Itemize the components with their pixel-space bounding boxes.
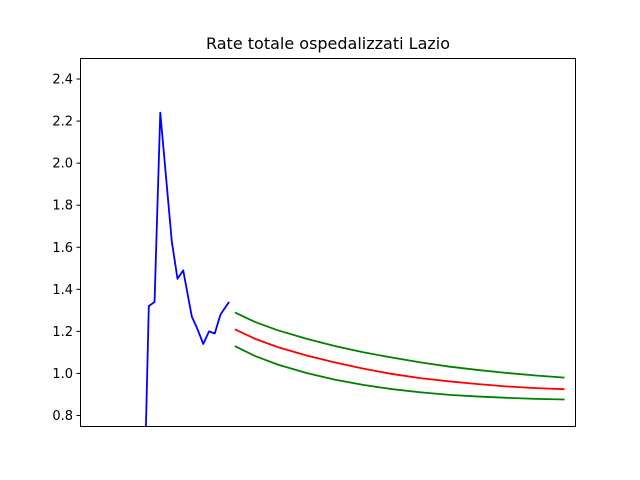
y-tick-label: 1.4 [52, 283, 73, 298]
series-line-forecast-lower [234, 345, 565, 401]
y-tick-label: 2.2 [52, 115, 73, 130]
plot-area [145, 111, 565, 426]
series-line-forecast-central [234, 328, 565, 391]
y-tick-label: 1.2 [52, 325, 73, 340]
y-tick-label: 2.4 [52, 73, 73, 88]
series-line-observed [145, 111, 230, 426]
y-tick-label: 2.0 [52, 157, 73, 172]
y-axis: 0.8 1.0 1.2 1.4 1.6 1.8 2.0 2.2 2.4 [52, 73, 80, 424]
series-line-forecast-upper [234, 311, 565, 379]
y-tick-label: 1.0 [52, 367, 73, 382]
chart-title: Rate totale ospedalizzati Lazio [206, 34, 450, 53]
y-tick-label: 1.6 [52, 241, 73, 256]
y-tick-label: 1.8 [52, 199, 73, 214]
y-tick-label: 0.8 [52, 409, 73, 424]
axes-frame [80, 58, 576, 427]
